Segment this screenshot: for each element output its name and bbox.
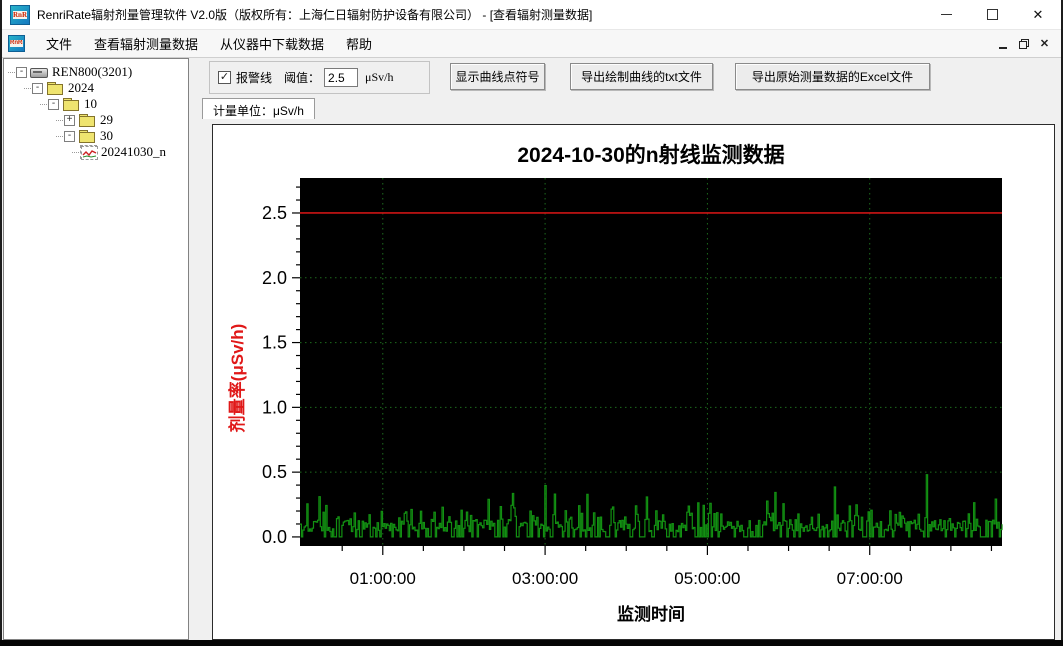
- menu-file[interactable]: 文件: [46, 37, 73, 52]
- main-area: - REN800(3201) -2024-10 +29-30 20241030_n ✓ …: [2, 58, 1061, 640]
- title-bar: RnRi RenriRate辐射剂量管理软件 V2.0版（版权所有：上海仁日辐射…: [2, 0, 1061, 30]
- y-tick-label: 1.0: [262, 397, 287, 417]
- tree-connector: [40, 103, 47, 105]
- mdi-minimize-button[interactable]: [992, 34, 1013, 54]
- tree-row: - 30: [4, 128, 188, 144]
- dose-rate-chart: 01:00:00 03:00:00 05:00:00 07:00:00 2.5 2.0 1.…: [227, 143, 1003, 624]
- tree-row: 20241030_n: [4, 144, 188, 160]
- tree-item-label[interactable]: 10: [84, 96, 97, 111]
- menu-bar: RnRi 文件 查看辐射测量数据 从仪器中下载数据 帮助 ✕: [2, 30, 1061, 58]
- mdi-restore-button[interactable]: [1013, 34, 1034, 54]
- alarm-line-label: 报警线: [236, 71, 273, 85]
- plot-area: [300, 178, 1002, 546]
- tree-connector: [56, 135, 63, 137]
- tree-connector: [24, 87, 31, 89]
- window-border-right: [1061, 0, 1063, 646]
- y-tick-label: 2.5: [262, 203, 287, 223]
- threshold-input[interactable]: [324, 68, 359, 87]
- y-tick-label: 0.0: [262, 527, 287, 547]
- unit-tab[interactable]: 计量单位：μSv/h: [202, 98, 315, 119]
- document-logo-icon: RnRi: [8, 35, 25, 52]
- maximize-icon: [986, 9, 998, 20]
- tree-connector: [56, 119, 63, 121]
- mdi-minimize-icon: [998, 46, 1007, 49]
- tree-row: - REN800(3201): [4, 64, 188, 80]
- x-tick-label: 01:00:00: [350, 569, 416, 588]
- chart-title: 2024-10-30的n射线监测数据: [517, 143, 784, 167]
- x-axis-title: 监测时间: [617, 604, 685, 624]
- x-tick-label: 05:00:00: [674, 569, 740, 588]
- device-icon: [30, 66, 48, 79]
- tree-item-label[interactable]: 30: [100, 128, 113, 143]
- y-tick-label: 1.5: [262, 333, 287, 353]
- window-border-bottom: [0, 640, 1063, 646]
- tree-item-label[interactable]: 2024: [68, 80, 94, 95]
- chart-icon: [80, 145, 98, 160]
- document-logo-text: RnRi: [10, 40, 23, 47]
- tree-item-label[interactable]: 20241030_n: [101, 144, 166, 159]
- chart-container: 01:00:00 03:00:00 05:00:00 07:00:00 2.5 2.0 1.…: [212, 124, 1055, 640]
- menu-view-measurement-data[interactable]: 查看辐射测量数据: [94, 37, 199, 52]
- tree-collapse-icon[interactable]: -: [32, 82, 43, 94]
- maximize-button[interactable]: [969, 0, 1015, 29]
- tree-item-label[interactable]: REN800(3201): [52, 64, 133, 79]
- mdi-close-icon: ✕: [1039, 38, 1050, 50]
- tree-row: - 2024: [4, 80, 188, 96]
- x-tick-label: 03:00:00: [512, 569, 578, 588]
- tree-connector: [72, 151, 79, 153]
- export-curve-txt-button[interactable]: 导出绘制曲线的txt文件: [570, 63, 713, 90]
- folder-icon: [78, 113, 96, 127]
- tree-collapse-icon[interactable]: -: [16, 66, 27, 78]
- alarm-line-group: ✓ 报警线 阈值： μSv/h: [209, 61, 430, 94]
- y-tick-label: 2.0: [262, 268, 287, 288]
- panel-splitter[interactable]: [189, 58, 202, 640]
- chart-panel: ✓ 报警线 阈值： μSv/h 显示曲线点符号 导出绘制曲线的txt文件 导出原…: [202, 58, 1057, 640]
- threshold-unit-label: μSv/h: [365, 70, 394, 84]
- tree-expand-icon[interactable]: +: [64, 114, 75, 126]
- folder-icon: [78, 129, 96, 143]
- measurement-tree: - REN800(3201) -2024-10 +29-30 20241030_n: [3, 58, 189, 640]
- window-border-left: [0, 0, 2, 646]
- minimize-icon: [940, 14, 952, 15]
- dose-rate-series: [300, 474, 1003, 538]
- folder-icon: [62, 97, 80, 111]
- show-curve-points-button[interactable]: 显示曲线点符号: [450, 63, 545, 90]
- close-icon: ✕: [1032, 7, 1044, 22]
- app-logo-text: RnRi: [13, 10, 27, 19]
- alarm-line-checkbox[interactable]: ✓: [218, 71, 231, 84]
- app-logo-icon: RnRi: [10, 4, 30, 25]
- x-tick-label: 07:00:00: [837, 569, 903, 588]
- close-button[interactable]: ✕: [1015, 0, 1061, 29]
- window-controls: ✕: [923, 0, 1061, 29]
- window-title: RenriRate辐射剂量管理软件 V2.0版（版权所有：上海仁日辐射防护设备有…: [37, 8, 593, 22]
- tree-row: +29: [4, 112, 188, 128]
- y-axis-title: 剂量率(μSv/h): [227, 324, 247, 433]
- tree-collapse-icon[interactable]: -: [48, 98, 59, 110]
- minimize-button[interactable]: [923, 0, 969, 29]
- export-raw-excel-button[interactable]: 导出原始测量数据的Excel文件: [735, 63, 930, 90]
- tree-item-label[interactable]: 29: [100, 112, 113, 127]
- mdi-restore-icon: [1018, 38, 1029, 49]
- folder-icon: [46, 81, 64, 95]
- tree-collapse-icon[interactable]: -: [64, 130, 75, 142]
- mdi-close-button[interactable]: ✕: [1034, 34, 1055, 54]
- menu-download-from-instrument[interactable]: 从仪器中下载数据: [220, 37, 325, 52]
- threshold-label: 阈值：: [284, 71, 321, 85]
- tree-connector: [8, 71, 15, 73]
- menu-help[interactable]: 帮助: [346, 37, 373, 52]
- y-tick-label: 0.5: [262, 462, 287, 482]
- tree-row: - 10: [4, 96, 188, 112]
- mdi-window-controls: ✕: [992, 34, 1061, 54]
